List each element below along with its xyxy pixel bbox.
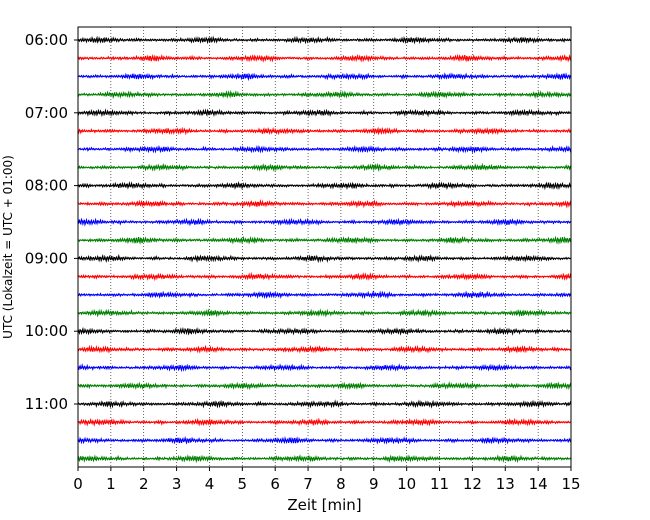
trace-line [77, 108, 572, 118]
trace-line [77, 435, 572, 445]
plot-frame [77, 26, 572, 468]
x-tick-label: 6 [270, 475, 280, 493]
trace-line [77, 162, 571, 173]
x-tick-label: 3 [172, 475, 182, 493]
x-tick-label: 14 [529, 475, 548, 493]
trace-line [77, 199, 572, 209]
y-tick-label: 07:00 [25, 104, 68, 122]
trace-line [77, 35, 572, 45]
x-tick-label: 13 [496, 475, 515, 493]
y-tick-label: 11:00 [25, 395, 68, 413]
x-tick-label: 11 [430, 475, 449, 493]
y-tick-label: 09:00 [25, 249, 68, 267]
trace-line [77, 126, 572, 136]
x-tick-label: 0 [73, 475, 83, 493]
trace-line [77, 290, 572, 300]
trace-line [77, 381, 572, 391]
x-tick-label: 8 [336, 475, 346, 493]
x-axis-ticks: 0 1 2 3 4 5 6 7 8 9 10 11 12 13 14 15 [73, 467, 581, 493]
y-axis-ticks: 06:00 07:00 08:00 09:00 10:00 11:00 [25, 31, 78, 413]
trace-line [77, 417, 572, 427]
trace-line [77, 89, 572, 100]
y-tick-label: 08:00 [25, 177, 68, 195]
trace-line [77, 181, 572, 191]
x-tick-label: 9 [369, 475, 379, 493]
trace-line [77, 454, 572, 464]
y-axis-label: UTC (Lokalzeit = UTC + 01:00) [1, 155, 15, 339]
trace-line [77, 253, 572, 264]
trace-line [77, 72, 572, 82]
x-tick-label: 15 [561, 475, 580, 493]
x-tick-label: 4 [205, 475, 215, 493]
trace-lines [77, 35, 572, 464]
x-tick-label: 5 [238, 475, 248, 493]
trace-line [77, 344, 572, 354]
trace-line [77, 271, 572, 282]
trace-line [77, 399, 572, 409]
trace-line [77, 217, 572, 227]
trace-line [77, 308, 572, 318]
y-tick-label: 10:00 [25, 322, 68, 340]
y-tick-label: 06:00 [25, 31, 68, 49]
trace-line [77, 363, 572, 373]
x-axis-label: Zeit [min] [287, 496, 361, 514]
trace-line [77, 144, 572, 154]
x-tick-label: 12 [463, 475, 482, 493]
trace-line [77, 53, 572, 63]
trace-line [77, 326, 571, 336]
x-tick-label: 10 [397, 475, 416, 493]
x-tick-label: 7 [303, 475, 313, 493]
x-tick-label: 2 [139, 475, 149, 493]
trace-line [77, 235, 571, 245]
x-tick-label: 1 [106, 475, 116, 493]
